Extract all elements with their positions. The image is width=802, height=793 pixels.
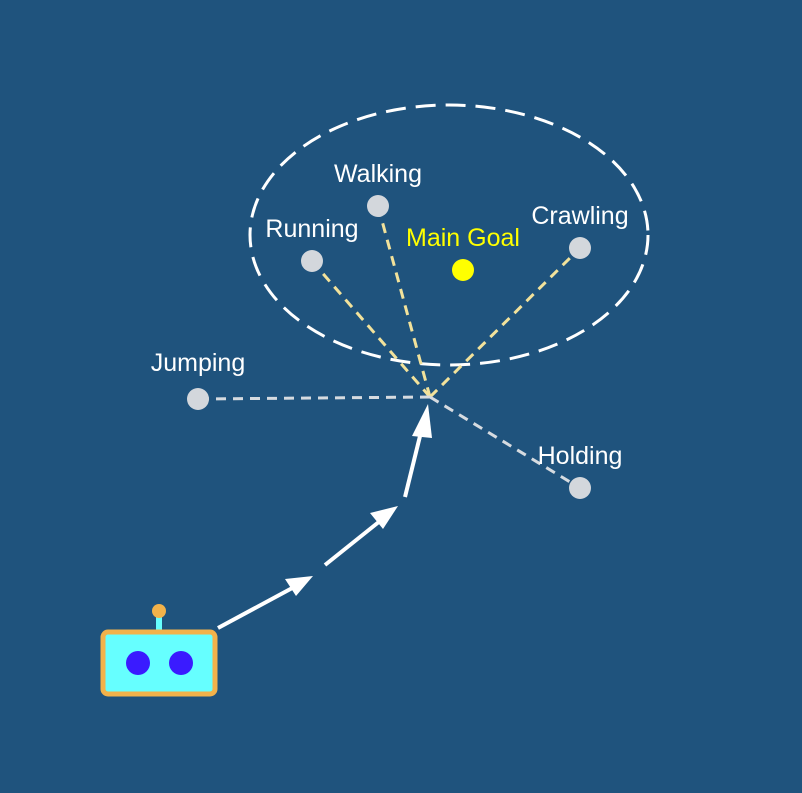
node-crawling: Crawling: [531, 202, 629, 259]
node-walking-label: Walking: [334, 160, 422, 188]
goal-region-ellipse: [248, 103, 650, 367]
node-running: Running: [265, 215, 359, 272]
link-crawling: [428, 246, 582, 399]
node-running-dot: [301, 250, 323, 272]
link-holding: [429, 395, 581, 490]
node-jumping-label: Jumping: [151, 349, 246, 377]
path-arrowhead-1: [285, 576, 313, 596]
robot-body: [100, 629, 218, 697]
node-crawling-dot: [569, 237, 591, 259]
node-holding-dot: [569, 477, 591, 499]
robot-eye-right: [169, 651, 193, 675]
path-arrowhead-3: [412, 404, 432, 438]
main-goal: Main Goal: [406, 224, 520, 281]
path-arrow-2: [323, 519, 382, 567]
path-arrow-1: [217, 582, 304, 630]
main-goal-dot: [452, 259, 474, 281]
node-walking-dot: [367, 195, 389, 217]
node-holding: Holding: [538, 442, 623, 499]
robot-path: [217, 404, 432, 630]
robot-eye-left: [126, 651, 150, 675]
node-walking: Walking: [334, 160, 422, 217]
node-running-label: Running: [265, 215, 358, 243]
path-arrowhead-2: [370, 506, 398, 529]
node-jumping-dot: [187, 388, 209, 410]
node-crawling-label: Crawling: [531, 202, 628, 230]
path-arrow-3: [403, 431, 423, 498]
node-holding-label: Holding: [538, 442, 623, 470]
main-goal-label: Main Goal: [406, 224, 520, 252]
robot-antenna-tip: [152, 604, 166, 618]
links: [197, 205, 582, 490]
robot-icon: [100, 604, 218, 697]
link-jumping: [197, 395, 431, 401]
node-jumping: Jumping: [151, 349, 246, 410]
link-running: [310, 260, 432, 398]
